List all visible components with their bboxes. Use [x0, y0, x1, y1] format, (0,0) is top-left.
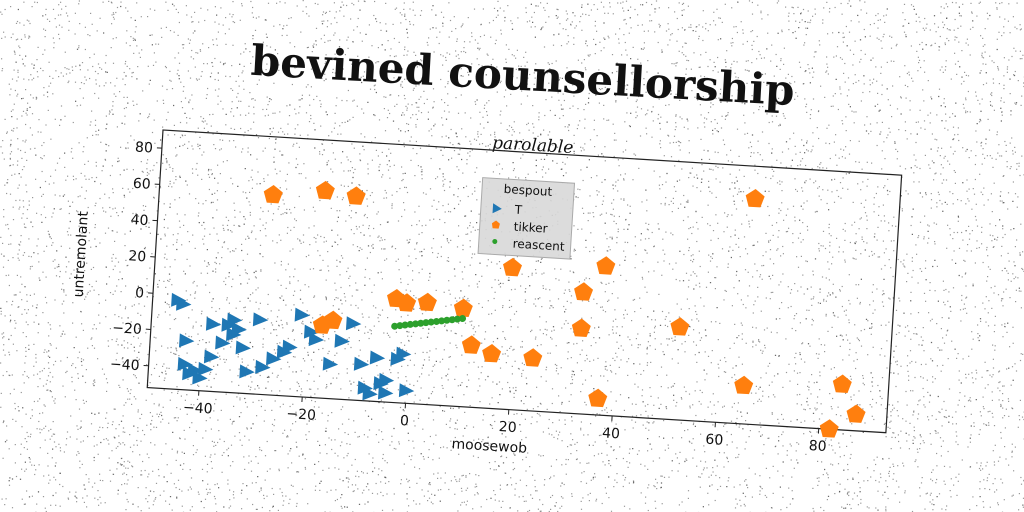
data-point-t [308, 332, 325, 347]
data-point-tikker [846, 404, 866, 423]
data-point-t [239, 364, 255, 379]
x-tick-label: 0 [399, 413, 409, 430]
legend-marker-tikker [491, 220, 500, 229]
data-point-t [255, 359, 271, 374]
data-point-t [252, 312, 269, 327]
data-point-tikker [588, 388, 608, 408]
data-point-tikker [397, 293, 417, 312]
data-point-reascent [396, 322, 404, 330]
legend-marker-t [492, 203, 502, 214]
legend: bespout T tikker reascent [477, 177, 576, 260]
data-point-t [177, 356, 193, 371]
data-point-tikker [453, 298, 473, 318]
data-point-reascent [459, 315, 467, 323]
data-point-t [322, 356, 339, 371]
data-point-tikker [670, 317, 690, 336]
data-point-t [266, 351, 282, 366]
data-point-t [231, 322, 247, 336]
chart-title: bevined counsellorship [250, 36, 796, 115]
data-point-t [192, 370, 208, 385]
data-point-reascent [438, 317, 446, 325]
x-tick-label: 20 [498, 419, 517, 436]
x-tick-label: 80 [808, 438, 827, 455]
data-point-t [345, 316, 362, 331]
data-point-tikker [503, 257, 523, 277]
y-axis-label: untremolant [71, 210, 92, 298]
legend-label-reascent: reascent [512, 237, 565, 254]
plot-area: parolable −40 −20 0 20 40 60 80−40−20020406080… [71, 129, 903, 457]
data-point-tikker [315, 180, 335, 200]
x-tick-label: 40 [602, 425, 621, 442]
data-point-reascent [412, 320, 420, 328]
x-tick-label: −40 [183, 400, 213, 418]
data-point-reascent [391, 322, 399, 330]
data-point-t [395, 346, 412, 361]
data-point-t [197, 361, 214, 376]
data-point-t [334, 333, 350, 348]
data-point-t [303, 324, 320, 339]
data-point-t [176, 296, 192, 311]
data-point-t [369, 350, 386, 365]
y-tick-label: −20 [112, 320, 142, 338]
y-tick-label: 20 [128, 248, 147, 265]
data-point-reascent [453, 315, 461, 323]
data-point-t [377, 385, 394, 400]
data-point-reascent [443, 316, 451, 324]
data-point-tikker [571, 318, 591, 337]
plot-frame [146, 129, 903, 434]
legend-label-t: T [513, 203, 523, 218]
data-point-t [353, 356, 370, 371]
axis-ticks: −40 −20 0 20 40 60 80 −40 −20 0 20 40 60 80 [110, 140, 827, 456]
data-point-t [362, 386, 378, 401]
data-marks [171, 180, 866, 438]
data-point-reascent [417, 319, 425, 327]
data-point-tikker [482, 343, 502, 363]
data-point-reascent [422, 319, 430, 327]
data-point-reascent [401, 321, 409, 329]
x-tick-label: −20 [286, 406, 316, 424]
data-point-tikker [312, 315, 332, 334]
data-point-t [187, 362, 203, 377]
legend-marker-reascent [492, 238, 498, 244]
data-point-t [205, 316, 222, 331]
data-point-t [378, 372, 395, 387]
data-point-tikker [734, 375, 754, 395]
data-point-t [294, 307, 311, 322]
data-point-t [203, 349, 220, 364]
data-point-reascent [448, 316, 456, 324]
y-tick-label: 0 [135, 285, 145, 302]
data-point-tikker [523, 348, 543, 367]
y-tick-label: 80 [135, 140, 154, 157]
legend-title: bespout [503, 182, 553, 199]
data-point-t [215, 335, 231, 350]
data-point-reascent [432, 317, 440, 325]
y-tick-label: −40 [110, 356, 140, 374]
data-point-tikker [819, 419, 839, 438]
data-point-tikker [417, 292, 437, 312]
data-point-t [282, 339, 298, 354]
data-point-reascent [406, 320, 414, 328]
legend-box [477, 177, 576, 260]
data-point-t [178, 333, 195, 348]
legend-label-tikker: tikker [513, 220, 548, 236]
y-tick-label: 60 [132, 176, 151, 193]
data-point-tikker [346, 186, 366, 205]
data-point-t [235, 340, 251, 355]
data-point-t [226, 312, 243, 327]
y-tick-label: 40 [130, 212, 149, 229]
data-point-tikker [596, 256, 616, 275]
data-point-tikker [461, 335, 481, 354]
data-point-tikker [832, 374, 852, 393]
x-tick-label: 60 [705, 432, 724, 449]
data-point-tikker [745, 188, 765, 208]
data-point-tikker [263, 184, 283, 204]
data-point-tikker [574, 282, 594, 301]
x-axis-label: moosewob [451, 436, 528, 457]
data-point-t [398, 383, 415, 398]
data-point-reascent [427, 318, 435, 326]
